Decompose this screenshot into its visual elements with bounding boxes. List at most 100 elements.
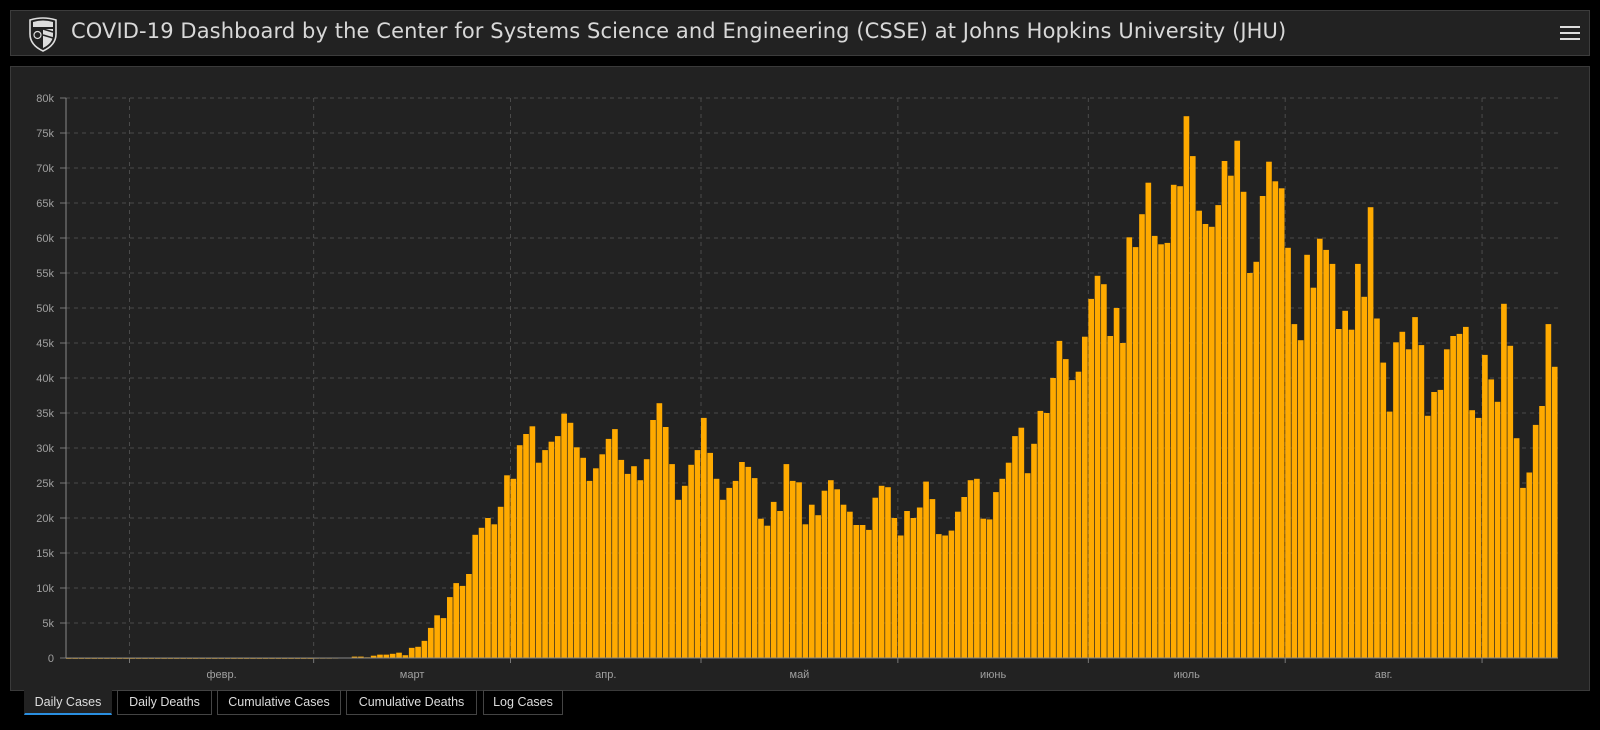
tab-daily-deaths[interactable]: Daily Deaths [117,690,212,715]
bar [745,466,752,658]
y-tick-label: 20k [36,513,54,525]
bar [1424,415,1431,658]
bar [491,524,498,658]
bar [1437,389,1444,658]
bar [1412,317,1418,658]
y-tick-label: 55k [36,268,54,280]
bar [916,507,923,658]
bar [504,475,510,658]
bar [840,504,847,658]
y-tick-label: 45k [36,338,54,350]
bar [402,655,409,658]
bar [1005,462,1012,658]
bar [783,464,790,658]
bar [1094,275,1101,658]
bar [669,464,675,658]
bar [1170,184,1177,659]
bar [1475,417,1482,658]
bar [796,482,802,658]
bar [631,466,637,658]
bar [1228,175,1234,658]
bar [1253,261,1260,658]
bar [1024,473,1031,658]
bar [707,452,713,658]
bar [1482,354,1488,658]
bar [535,462,542,658]
bar [1450,336,1456,658]
bar [1316,238,1323,658]
bar [935,534,942,658]
bar [853,525,860,658]
bar [1240,191,1247,659]
bar [720,499,726,658]
x-tick-label: апр. [595,669,616,681]
bar [1380,362,1387,658]
bar [758,518,764,658]
bar [580,457,586,658]
bar [1297,340,1304,658]
bar [1456,333,1463,658]
bar [764,525,771,658]
bar [415,646,421,658]
bar [1443,349,1450,658]
bar [1234,140,1241,658]
bar [789,480,796,658]
y-tick-label: 75k [36,128,54,140]
bar [1463,326,1469,658]
x-tick-label: авг. [1375,669,1393,681]
y-tick-label: 35k [36,408,54,420]
x-tick-label: июль [1174,669,1201,681]
bar [1488,379,1495,658]
bar [1082,336,1088,658]
bar [999,478,1006,658]
bar [923,481,929,658]
y-tick-label: 40k [36,373,54,385]
bar [656,403,663,658]
bar [1386,411,1393,658]
bar [542,450,548,658]
bar [1336,329,1342,658]
bar [1348,329,1355,658]
y-tick-label: 50k [36,303,54,315]
bar [523,434,529,658]
bar [466,574,472,658]
daily-cases-bar-chart: 0 5k 10k 15k 20k 25k 30k 35k 40k 45k 50k 55k 60k 65k 7… [36,93,1558,681]
bar [586,480,593,658]
tab-cumulative-cases[interactable]: Cumulative Cases [217,690,341,715]
y-tick-label: 0 [48,653,54,665]
bar [605,438,612,658]
y-tick-label: 30k [36,443,54,455]
bar [1075,371,1082,658]
tab-cumulative-deaths[interactable]: Cumulative Deaths [346,690,477,715]
bar [1164,242,1171,658]
hamburger-menu-icon[interactable] [1560,23,1580,43]
tab-log-cases[interactable]: Log Cases [483,690,563,715]
bar [1113,308,1120,658]
bar [1501,303,1507,658]
bar [472,534,479,658]
bar [421,640,428,658]
bar [529,426,536,658]
bar [897,535,904,658]
bar [1145,182,1152,658]
bar [1012,436,1018,658]
bar [675,499,682,658]
bar [1018,427,1025,658]
bar [1056,340,1063,658]
bar [967,480,974,658]
bar [866,529,872,658]
bar [1272,181,1279,659]
dashboard-header: COVID-19 Dashboard by the Center for Sys… [10,10,1590,56]
bar [1062,359,1069,658]
bar [1532,424,1539,658]
bar [459,585,466,658]
bar [1494,401,1501,658]
bar [1513,438,1520,658]
bar [1120,343,1126,658]
bar [497,506,504,658]
bar [1101,284,1107,658]
y-tick-label: 65k [36,198,54,210]
tab-daily-cases[interactable]: Daily Cases [24,690,112,715]
dashboard-title: COVID-19 Dashboard by the Center for Sys… [71,19,1287,43]
y-tick-label: 80k [36,93,54,105]
